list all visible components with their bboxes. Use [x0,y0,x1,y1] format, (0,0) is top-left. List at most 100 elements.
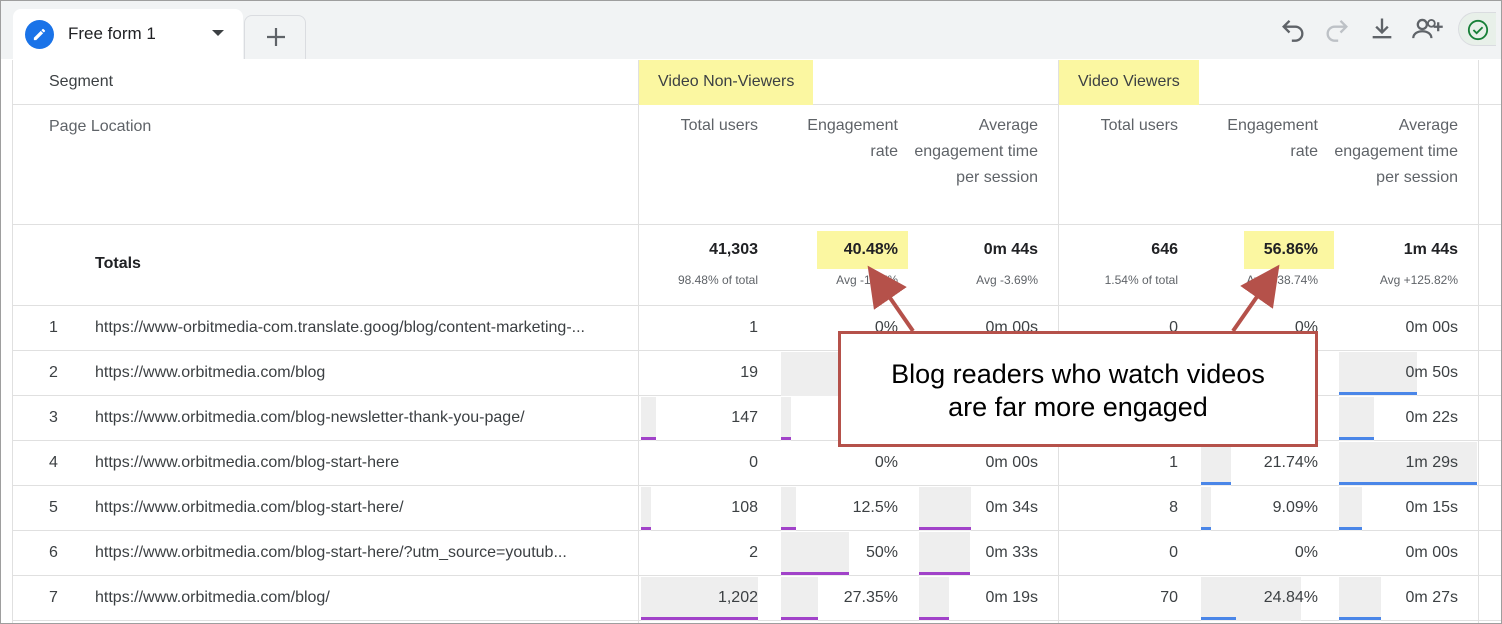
share-users-icon[interactable] [1411,15,1443,45]
metric-bar [641,437,656,440]
cell-engagement-rate: 24.84% [1263,589,1318,606]
cell-total-users: 1,202 [717,589,758,606]
metric-bar-background [781,397,791,441]
table-row[interactable] [13,306,1501,351]
metric-bar [1201,527,1211,530]
row-index: 1 [49,319,58,336]
totals-row [13,225,1501,306]
metric-bar-background [781,577,818,621]
highlight-box [817,231,908,269]
dimension-label[interactable]: Page Location [49,118,152,135]
header-total-users[interactable]: Total users [680,117,758,134]
metric-bar [1339,392,1417,395]
metric-bar [1339,527,1362,530]
header-total-users[interactable]: Total users [1100,117,1178,134]
cell-total-users: 0 [1169,544,1178,561]
header-avg-engagement-time[interactable]: Average engagement time per session [1334,117,1458,186]
cell-total-users: 147 [731,409,758,426]
metric-bar-background [1201,577,1236,621]
cell-engagement-rate: 21.74% [1263,454,1318,471]
row-index: 7 [49,589,58,606]
page-location-link[interactable]: https://www.orbitmedia.com/blog/ [95,589,330,606]
metric-bar [1201,482,1231,485]
totals-time-sub: Avg +125.82% [1379,273,1458,287]
metric-bar-background [781,352,841,396]
cell-total-users: 1 [749,319,758,336]
metric-bar-background [1201,487,1211,531]
cell-total-users: 19 [740,364,758,381]
page-location-link[interactable]: https://www.orbitmedia.com/blog-start-he… [95,499,404,516]
metric-bar [919,527,971,530]
table-row[interactable] [13,441,1501,486]
metric-bar-background [641,577,758,621]
highlight-box [1244,231,1334,269]
annotation-callout: Blog readers who watch videos are far mo… [838,331,1318,447]
check-circle-icon[interactable] [1458,12,1496,46]
table-row[interactable] [13,486,1501,531]
segment-viewers[interactable]: Video Viewers [1059,60,1199,105]
metric-bar [1339,437,1374,440]
row-index: 2 [49,364,58,381]
metric-bar [919,572,970,575]
tab-label: Free form 1 [68,24,156,43]
metric-bar-background [781,487,796,531]
row-index: 5 [49,499,58,516]
metric-bar-background [1339,487,1362,531]
table-row[interactable] [13,351,1501,396]
page-location-link[interactable]: https://www.orbitmedia.com/blog-start-he… [95,544,567,561]
metric-bar-background [781,532,849,576]
table-row[interactable] [13,531,1501,576]
totals-label: Totals [95,255,141,272]
caret-down-icon[interactable] [212,30,224,36]
metric-bar [1201,617,1236,620]
tab-free-form[interactable]: Free form 1 [13,9,243,59]
segment-non-viewers[interactable]: Video Non-Viewers [639,60,814,105]
totals-rate-sub: Avg -1.37% [836,273,898,287]
page-location-link[interactable]: https://www.orbitmedia.com/blog [95,364,326,381]
cell-engagement-rate: 12.5% [852,499,898,516]
row-index: 3 [49,409,58,426]
cell-total-users: 0 [1169,319,1178,336]
metric-bar-background [1339,352,1417,396]
metric-bar-background [641,487,651,531]
totals-rate: 56.86% [1263,241,1318,258]
metric-bar-background [1201,442,1231,486]
metric-bar-background [919,487,971,531]
metric-bar [781,527,796,530]
cell-total-users: 2 [749,544,758,561]
header-engagement-rate[interactable]: Engagement rate [807,117,898,160]
cell-avg-engagement-time: 0m 27s [1405,589,1458,606]
callout-text: Blog readers who watch videos are far mo… [841,358,1315,424]
totals-rate: 40.48% [843,241,898,258]
metric-bar-background [1339,577,1381,621]
header-engagement-rate[interactable]: Engagement rate [1227,117,1318,160]
page-location-link[interactable]: https://www.orbitmedia.com/blog-newslett… [95,409,525,426]
metric-bar [919,617,949,620]
add-tab-button[interactable] [244,15,306,59]
table-left-border [12,60,13,623]
cell-avg-engagement-time: 0m 33s [985,544,1038,561]
cell-engagement-rate: 27.35% [843,589,898,606]
cell-total-users: 1 [1169,454,1178,471]
table-row[interactable] [13,396,1501,441]
cell-avg-engagement-time: 0m 50s [1405,364,1458,381]
page-location-link[interactable]: https://www-orbitmedia-com.translate.goo… [95,319,585,336]
metric-bar-background [1339,442,1477,486]
totals-users-sub: 98.48% of total [677,273,758,287]
header-avg-engagement-time[interactable]: Average engagement time per session [914,117,1038,186]
page-location-link[interactable]: https://www.orbitmedia.com/blog-start-he… [95,454,400,471]
tab-bar: Free form 1 [1,1,1501,59]
row-index: 4 [49,454,58,471]
cell-engagement-rate: 0% [1294,544,1318,561]
header-row [13,105,1501,225]
cell-avg-engagement-time: 0m 00s [1405,544,1458,561]
totals-time-sub: Avg -3.69% [976,273,1038,287]
redo-icon[interactable] [1323,15,1353,45]
cell-avg-engagement-time: 0m 34s [985,499,1038,516]
undo-icon[interactable] [1279,15,1309,45]
download-icon[interactable] [1368,15,1398,45]
metric-bar-background [919,532,970,576]
cell-avg-engagement-time: 0m 19s [985,589,1038,606]
cell-total-users: 108 [731,499,758,516]
cell-avg-engagement-time: 0m 15s [1405,499,1458,516]
